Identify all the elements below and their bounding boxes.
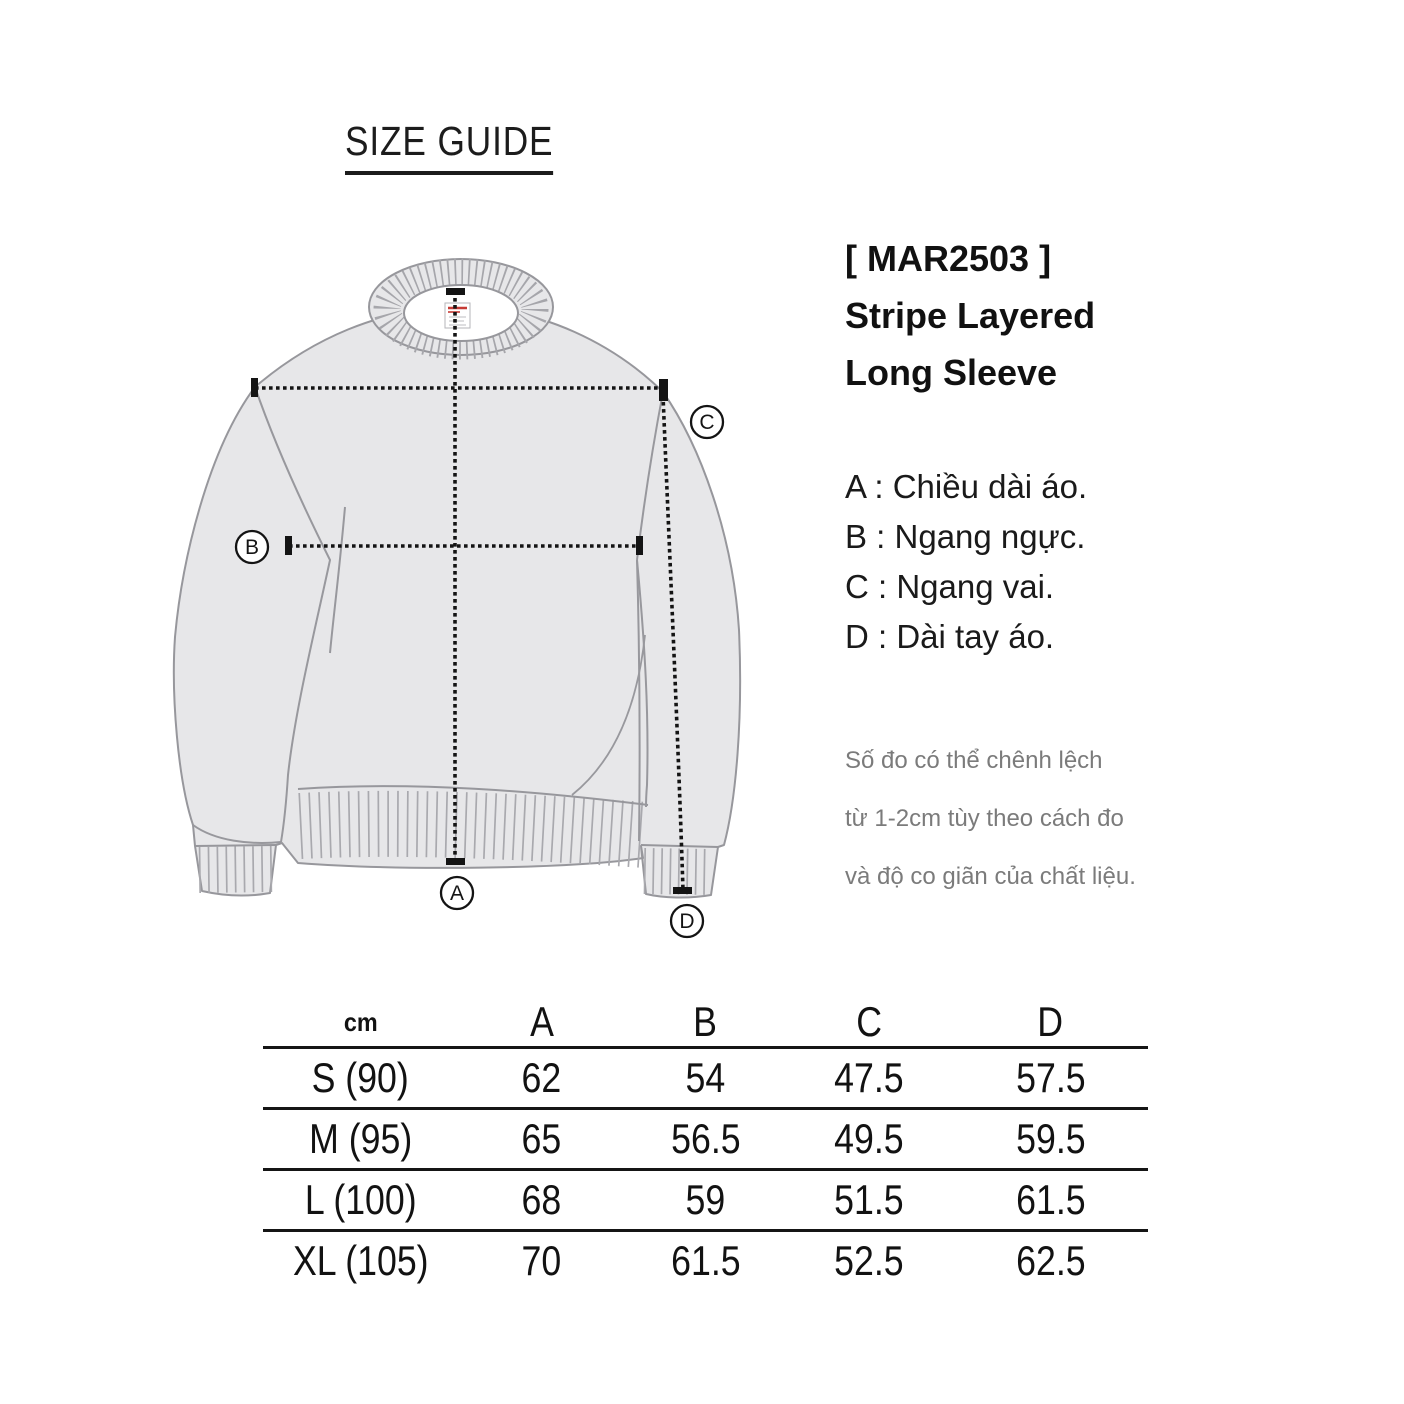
measure-line-d (661, 394, 685, 891)
table-cell: 51.5 (834, 1176, 904, 1223)
seam-lines (192, 386, 664, 844)
table-cell-size: L (100) (304, 1176, 417, 1223)
table-cell-size: S (90) (311, 1054, 409, 1101)
collar-ribbing (373, 258, 549, 360)
table-cell: 56.5 (670, 1115, 741, 1162)
size-table-header-cell: cm (343, 1006, 378, 1037)
table-cell-size: XL (105) (292, 1237, 429, 1284)
table-row: XL (105) 70 61.5 52.5 62.5 (263, 1232, 1148, 1290)
table-rule (263, 1046, 1148, 1049)
table-cell: 65 (521, 1115, 562, 1162)
table-cell: 62 (521, 1054, 562, 1101)
product-name-line2: Long Sleeve (845, 352, 1058, 393)
table-cell-size: M (95) (308, 1115, 412, 1162)
table-rule (263, 1229, 1148, 1232)
table-cell: 61.5 (1015, 1176, 1086, 1223)
table-cell: 61.5 (670, 1237, 741, 1284)
product-code: [ MAR2503 ] (845, 238, 1052, 279)
table-cell: 62.5 (1015, 1237, 1086, 1284)
hem-top-edge (297, 785, 649, 806)
product-info: [ MAR2503 ] Stripe Layered Long Sleeve (845, 230, 1095, 401)
measurement-legend: A : Chiều dài áo. B : Ngang ngực. C : Ng… (845, 462, 1087, 662)
table-row: S (90) 62 54 47.5 57.5 (263, 1049, 1148, 1107)
measure-letter-badges: A B C D (234, 404, 725, 939)
measurement-note: Số đo có thể chênh lệch từ 1-2cm tùy the… (845, 732, 1136, 906)
right-cuff-edge (640, 844, 719, 848)
table-cell: 57.5 (1015, 1054, 1086, 1101)
left-cuff-edge (194, 844, 277, 847)
sweater-diagram: A B C D (172, 258, 742, 939)
measure-label-a: A (450, 882, 464, 905)
size-table-header-cell: A (529, 998, 554, 1045)
note-line: từ 1-2cm tùy theo cách đo (845, 805, 1124, 832)
measure-label-d: D (679, 910, 694, 933)
size-table-header-cell: D (1037, 998, 1064, 1045)
size-table-header-cell: B (693, 998, 718, 1045)
legend-item-c: C : Ngang vai. (845, 568, 1055, 605)
sweater-silhouette (172, 306, 742, 899)
table-row: L (100) 68 59 51.5 61.5 (263, 1171, 1148, 1229)
measure-line-caps (251, 288, 692, 894)
left-cuff-ribbing (198, 846, 274, 893)
measure-label-b: B (245, 536, 259, 559)
legend-item-d: D : Dài tay áo. (845, 618, 1055, 655)
measurement-lines (255, 291, 685, 891)
table-cell: 59 (685, 1176, 726, 1223)
table-cell: 52.5 (834, 1237, 904, 1284)
table-rule (263, 1168, 1148, 1171)
size-table-header-row: cm A B C D (263, 998, 1148, 1046)
table-row: M (95) 65 56.5 49.5 59.5 (263, 1110, 1148, 1168)
collar-tag (444, 302, 471, 329)
product-name-line1: Stripe Layered (845, 295, 1096, 336)
note-line: và độ co giãn của chất liệu. (845, 863, 1136, 890)
table-cell: 68 (521, 1176, 562, 1223)
badge-b-circle (234, 529, 270, 565)
size-table-header-cell: C (856, 998, 883, 1045)
table-cell: 49.5 (834, 1115, 904, 1162)
legend-item-a: A : Chiều dài áo. (845, 468, 1088, 505)
legend-item-b: B : Ngang ngực. (845, 518, 1086, 555)
table-cell: 54 (685, 1054, 726, 1101)
table-cell: 59.5 (1015, 1115, 1086, 1162)
measure-label-c: C (699, 411, 714, 434)
note-line: Số đo có thể chênh lệch (845, 747, 1103, 774)
badge-a-circle (439, 875, 475, 911)
table-cell: 70 (521, 1237, 562, 1284)
badge-d-circle (669, 903, 705, 939)
page-title: SIZE GUIDE (345, 118, 554, 175)
table-cell: 47.5 (834, 1054, 904, 1101)
size-table: cm A B C D S (90) 62 54 47.5 57.5 M (95)… (263, 998, 1148, 1290)
table-rule (263, 1107, 1148, 1110)
badge-c-circle (689, 404, 725, 440)
